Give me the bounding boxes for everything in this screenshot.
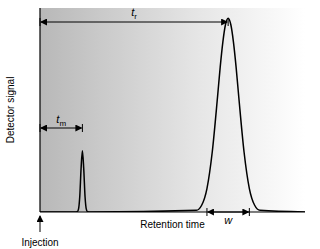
svg-text:tm: tm [56,113,66,128]
svg-text:Detector signal: Detector signal [8,77,16,144]
svg-text:w: w [224,214,233,226]
svg-text:Injection: Injection [21,237,58,248]
svg-text:tr: tr [131,6,137,21]
svg-text:Retention time: Retention time [140,219,205,230]
